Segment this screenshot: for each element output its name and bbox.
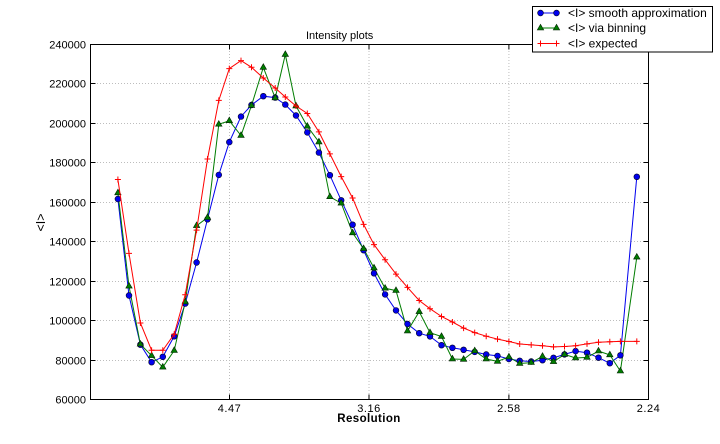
svg-text:Resolution: Resolution (337, 413, 400, 425)
svg-text:<I> via binning: <I> via binning (568, 21, 646, 35)
svg-text:<I> expected: <I> expected (568, 37, 637, 51)
svg-text:200000: 200000 (49, 119, 86, 131)
svg-text:220000: 220000 (49, 79, 86, 91)
svg-text:80000: 80000 (55, 356, 86, 368)
svg-text:2.58: 2.58 (497, 403, 521, 415)
svg-text:140000: 140000 (49, 237, 86, 249)
svg-text:100000: 100000 (49, 316, 86, 328)
svg-text:180000: 180000 (49, 158, 86, 170)
svg-text:2.24: 2.24 (637, 403, 661, 415)
svg-text:Intensity plots: Intensity plots (306, 30, 374, 42)
svg-text:60000: 60000 (55, 395, 86, 407)
svg-text:<I> smooth approximation: <I> smooth approximation (568, 6, 707, 20)
svg-text:3.16: 3.16 (357, 403, 381, 415)
svg-text:4.47: 4.47 (218, 403, 242, 415)
svg-text:240000: 240000 (49, 40, 86, 52)
svg-text:160000: 160000 (49, 198, 86, 210)
svg-text:120000: 120000 (49, 277, 86, 289)
svg-text:<I>: <I> (34, 213, 48, 231)
